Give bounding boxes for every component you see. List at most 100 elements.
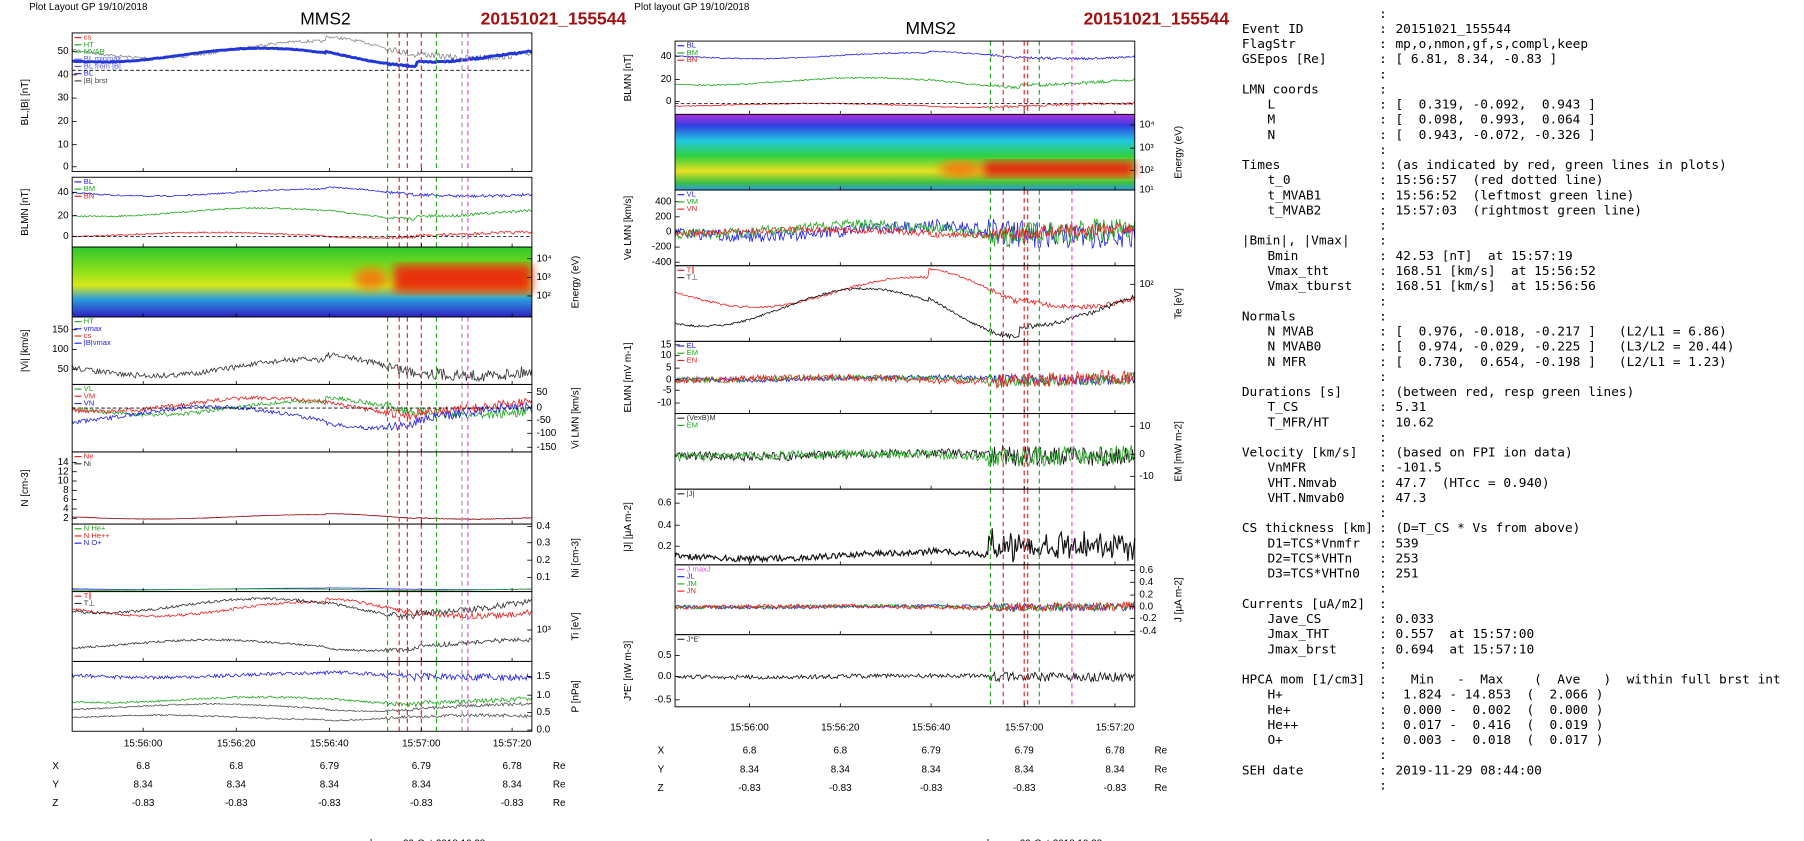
- field-key: VHT.Nmvab0: [1267, 491, 1344, 506]
- field-value: 15:56:52 (leftmost green line): [1395, 188, 1634, 203]
- legend-entry: EN: [687, 355, 697, 364]
- footer: paschmann 29-Oct-2018 10:38: [349, 839, 486, 841]
- field-value: 1.824 - 14.853 ( 2.066 ): [1395, 688, 1603, 703]
- position-value: 6.8: [743, 746, 757, 757]
- colon: :: [1379, 642, 1387, 657]
- position-value: 6.78: [502, 761, 522, 772]
- section-note: Min - Max ( Ave ) within full brst int: [1395, 673, 1780, 688]
- colon: :: [1379, 415, 1387, 430]
- legend-entry: JM: [687, 579, 697, 588]
- y-tick-label: 0: [63, 231, 69, 242]
- legend-entry: |B| brst: [84, 76, 109, 85]
- colon: :: [1379, 657, 1387, 672]
- trace: [674, 221, 1135, 241]
- y-tick-label: -0.5: [655, 694, 673, 705]
- field-key: N: [1267, 128, 1275, 143]
- axis-label: |Vi| [km/s]: [20, 329, 31, 372]
- y-tick-label: 14: [58, 457, 69, 468]
- legend-entry: N He+: [84, 524, 106, 533]
- legend-entry: T∥: [84, 591, 92, 600]
- panel-frame: [674, 265, 1136, 342]
- trace: [72, 587, 532, 591]
- position-value: -0.83: [1013, 783, 1036, 794]
- colon: :: [1379, 612, 1387, 627]
- colon: :: [1379, 748, 1387, 763]
- legend-entry: T⊥: [687, 273, 698, 282]
- position-value: 6.78: [1105, 746, 1125, 757]
- field-key: t_MVAB1: [1267, 188, 1321, 203]
- colon: :: [1379, 234, 1387, 249]
- colon: :: [1379, 249, 1387, 264]
- colon: :: [1379, 778, 1387, 793]
- field-value: 253: [1395, 552, 1418, 567]
- section-note: (between red, resp green lines): [1395, 385, 1634, 400]
- colon: :: [1379, 597, 1387, 612]
- y-tick-label: 20: [58, 210, 69, 221]
- y-tick-label: 0.5: [658, 650, 672, 661]
- trace: [72, 597, 533, 620]
- axis-label: N [cm-3]: [20, 469, 31, 507]
- y-tick-label: -5: [663, 385, 672, 396]
- position-label: X: [658, 746, 665, 757]
- legend-entry: HT: [84, 317, 94, 326]
- legend-entry: T∥: [687, 265, 695, 274]
- y-tick-label: 40: [58, 69, 69, 80]
- field-key: N MVAB: [1267, 325, 1314, 340]
- y-tick-label: 0.0: [537, 725, 551, 736]
- colon: :: [1379, 506, 1387, 521]
- trace: [72, 596, 533, 621]
- y-tick-label: 10¹: [1139, 185, 1154, 196]
- trace: [72, 206, 533, 221]
- colon: :: [1379, 763, 1387, 778]
- x-tick-label: 15:57:20: [1096, 722, 1135, 733]
- position-label: Y: [658, 764, 665, 775]
- spectrogram-hot: [354, 264, 532, 293]
- legend-entry: BM: [687, 48, 698, 57]
- position-value: 8.34: [831, 764, 851, 775]
- trace: [72, 513, 533, 520]
- trace: [674, 101, 1135, 109]
- position-value: 8.34: [1105, 764, 1125, 775]
- colon: :: [1379, 552, 1387, 567]
- y-tick-label: -100: [537, 428, 557, 439]
- legend-entry: BN: [687, 55, 697, 64]
- field-value: 168.51 [km/s] at 15:56:52: [1395, 264, 1595, 279]
- axis-label: Te [eV]: [1174, 288, 1185, 319]
- y-tick-label: 10³: [537, 272, 552, 283]
- field-key: He++: [1267, 718, 1298, 733]
- event-id: 20151021_155544: [481, 9, 627, 29]
- field-key: Vmax_tburst: [1267, 279, 1352, 294]
- colon: :: [1379, 204, 1387, 219]
- y-tick-label: 0: [63, 161, 69, 172]
- field-key: t_MVAB2: [1267, 204, 1321, 219]
- trace: [72, 230, 533, 240]
- legend-entry: VL: [84, 384, 93, 393]
- section-title: |Bmin|, |Vmax|: [1242, 234, 1350, 249]
- hot-band: [983, 161, 1135, 177]
- y-tick-label: 0.2: [537, 555, 551, 566]
- y-tick-label: 10²: [537, 291, 552, 302]
- spectrogram-hot: [939, 160, 1135, 178]
- axis-label: BLMN [nT]: [20, 188, 31, 235]
- y-tick-label: 0.4: [1139, 577, 1153, 588]
- colon: :: [1379, 476, 1387, 491]
- section-note: (based on FPI ion data): [1395, 446, 1572, 461]
- legend-entry: MVAB: [84, 47, 105, 56]
- field-value: 168.51 [km/s] at 15:56:56: [1395, 279, 1595, 294]
- y-tick-label: 30: [58, 93, 69, 104]
- legend-entry: |J|: [687, 489, 695, 498]
- colon: :: [1379, 627, 1387, 642]
- y-tick-label: 0.1: [537, 572, 551, 583]
- y-tick-label: 0: [666, 374, 672, 385]
- field-value: 15:56:57 (red dotted line): [1395, 173, 1603, 188]
- trace: [674, 267, 1136, 311]
- panel-frame: [71, 523, 533, 593]
- colon: :: [1379, 98, 1387, 113]
- x-tick-label: 15:56:00: [730, 722, 769, 733]
- y-tick-label: 0.5: [537, 707, 551, 718]
- trace: [674, 444, 1136, 468]
- field-key: L: [1267, 98, 1275, 113]
- field-value: [ 0.319, -0.092, 0.943 ]: [1395, 98, 1595, 113]
- y-tick-label: 20: [58, 116, 69, 127]
- section-title: LMN coords: [1242, 82, 1319, 97]
